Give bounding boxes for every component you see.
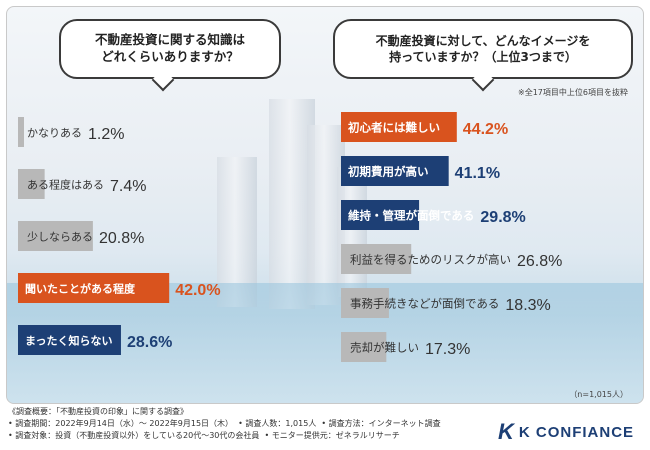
value-label-image-4: 18.3%	[505, 297, 550, 314]
survey-footer: 《調査概要：「不動産投資の印象」に関する調査》 • 調査期間：2022年9月14…	[8, 406, 441, 442]
bar-image-5	[341, 332, 387, 362]
bar-image-2	[341, 200, 420, 230]
bar-knowledge-0	[18, 117, 24, 147]
bar-image-3	[341, 244, 412, 274]
category-label-knowledge-3: 聞いたことがある程度	[25, 282, 136, 296]
category-label-image-5: 売却が難しい	[350, 341, 419, 355]
footer-method: • 調査方法：インターネット調査	[321, 419, 441, 428]
value-label-knowledge-1: 7.4%	[110, 178, 146, 195]
footer-target: • 調査対象：投資（不動産投資以外）をしている20代～30代の会社員	[8, 431, 260, 440]
background-building	[217, 157, 257, 307]
question-right-line1: 不動産投資に対して、どんなイメージを	[375, 33, 591, 48]
category-label-knowledge-2: 少しならある	[27, 231, 93, 244]
value-label-knowledge-2: 20.8%	[99, 230, 144, 247]
value-label-knowledge-3: 42.0%	[175, 282, 220, 299]
bar-knowledge-2	[18, 221, 93, 251]
value-label-image-2: 29.8%	[480, 209, 525, 226]
value-label-image-3: 26.8%	[517, 253, 562, 270]
question-left-line1: 不動産投資に関する知識は	[94, 32, 245, 48]
question-right-line2: 持っていますか？（上位3つまで）	[389, 50, 577, 64]
bar-knowledge-1	[18, 169, 45, 199]
footer-people: • 調査人数：1,015人	[238, 419, 317, 428]
bar-image-0	[341, 112, 457, 142]
bar-image-1	[341, 156, 449, 186]
footer-provider: • モニター提供元：ゼネラルリサーチ	[264, 431, 400, 440]
footer-title: 《調査概要：「不動産投資の印象」に関する調査》	[8, 407, 188, 416]
logo-k-icon: K	[498, 419, 515, 444]
category-label-image-3: 利益を得るためのリスクが高い	[350, 253, 511, 267]
category-label-image-0: 初心者には難しい	[348, 121, 440, 135]
question-left-line2: どれくらいありますか？	[101, 49, 239, 64]
category-label-image-4: 事務手続きなどが面倒である	[350, 297, 499, 311]
category-label-knowledge-0: かなりある	[27, 127, 82, 140]
category-label-image-1: 初期費用が高い	[348, 165, 429, 179]
category-label-knowledge-1: ある程度はある	[27, 178, 104, 192]
sample-size-label: （n=1,015人）	[569, 390, 628, 399]
bar-knowledge-4	[18, 325, 121, 355]
chart-note: ※全17項目中上位6項目を抜粋	[518, 87, 628, 97]
category-label-knowledge-4: まったく知らない	[25, 334, 113, 348]
bar-image-4	[341, 288, 389, 318]
category-label-image-2: 維持・管理が面倒である	[348, 209, 474, 223]
value-label-image-1: 41.1%	[455, 165, 500, 182]
value-label-image-0: 44.2%	[463, 121, 508, 138]
company-logo: K K CONFIANCE	[498, 419, 634, 445]
bar-knowledge-3	[18, 273, 170, 303]
background-building	[337, 167, 367, 297]
value-label-knowledge-0: 1.2%	[88, 126, 124, 143]
logo-text: K CONFIANCE	[518, 423, 635, 441]
value-label-image-5: 17.3%	[425, 341, 470, 358]
footer-date: • 調査期間：2022年9月14日（水）～ 2022年9月15日（木）	[8, 419, 234, 428]
value-label-knowledge-4: 28.6%	[127, 334, 172, 351]
